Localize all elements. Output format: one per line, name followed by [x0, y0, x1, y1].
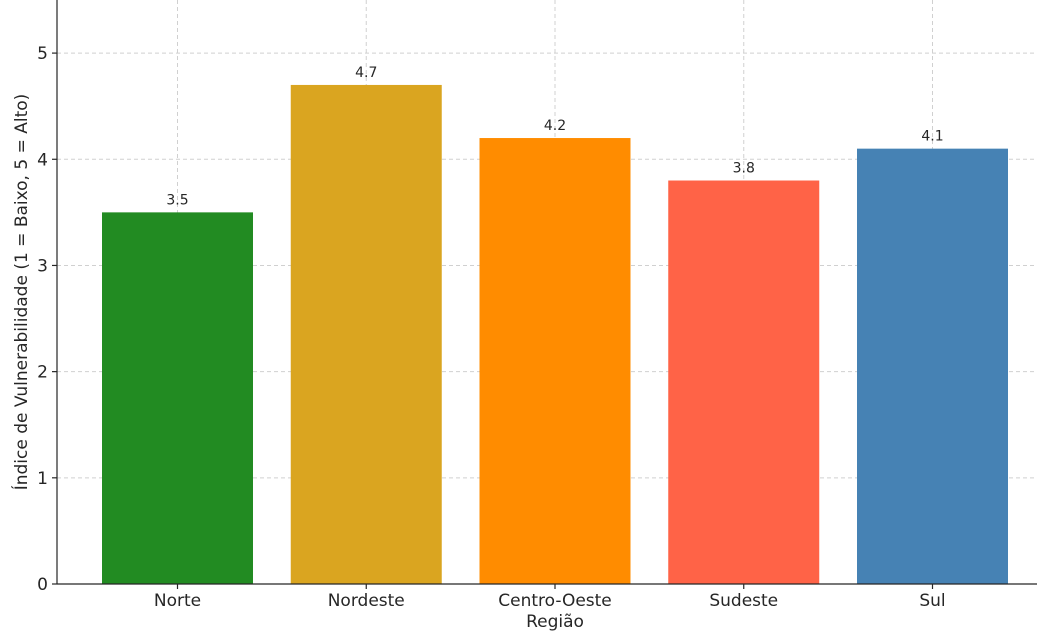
y-tick-label: 5	[37, 44, 48, 64]
x-axis-title: Região	[526, 612, 584, 632]
bar-value-label: 4.2	[544, 118, 566, 134]
y-axis-title: Índice de Vulnerabilidade (1 = Baixo, 5 …	[10, 94, 32, 491]
bar-centro-oeste	[479, 138, 631, 584]
x-tick-label: Sudeste	[709, 591, 778, 611]
bar-value-label: 3.8	[733, 161, 755, 177]
x-tick-label: Sul	[919, 591, 945, 611]
bar-sudeste	[668, 180, 820, 584]
x-tick-label: Nordeste	[328, 591, 405, 611]
x-tick-label: Centro-Oeste	[498, 591, 612, 611]
x-tick-label: Norte	[154, 591, 201, 611]
bar-norte	[102, 212, 253, 584]
y-tick-label: 3	[37, 256, 48, 276]
bar-nordeste	[290, 84, 442, 584]
y-tick-label: 0	[37, 575, 48, 595]
y-tick-label: 2	[37, 363, 48, 383]
bars-layer	[102, 84, 1008, 584]
bar-value-label: 3.5	[166, 192, 188, 208]
labels-layer: 0 1 2 3 4 5 3.5 Norte 4.7 Nordeste 4.2 Centro-Oeste…	[37, 44, 945, 611]
bar-sul	[857, 148, 1008, 584]
axes-layer	[52, 0, 1037, 589]
bar-value-label: 4.7	[355, 65, 377, 81]
y-tick-label: 1	[37, 469, 48, 489]
y-tick-label: 4	[37, 150, 48, 170]
bar-value-label: 4.1	[921, 129, 943, 145]
